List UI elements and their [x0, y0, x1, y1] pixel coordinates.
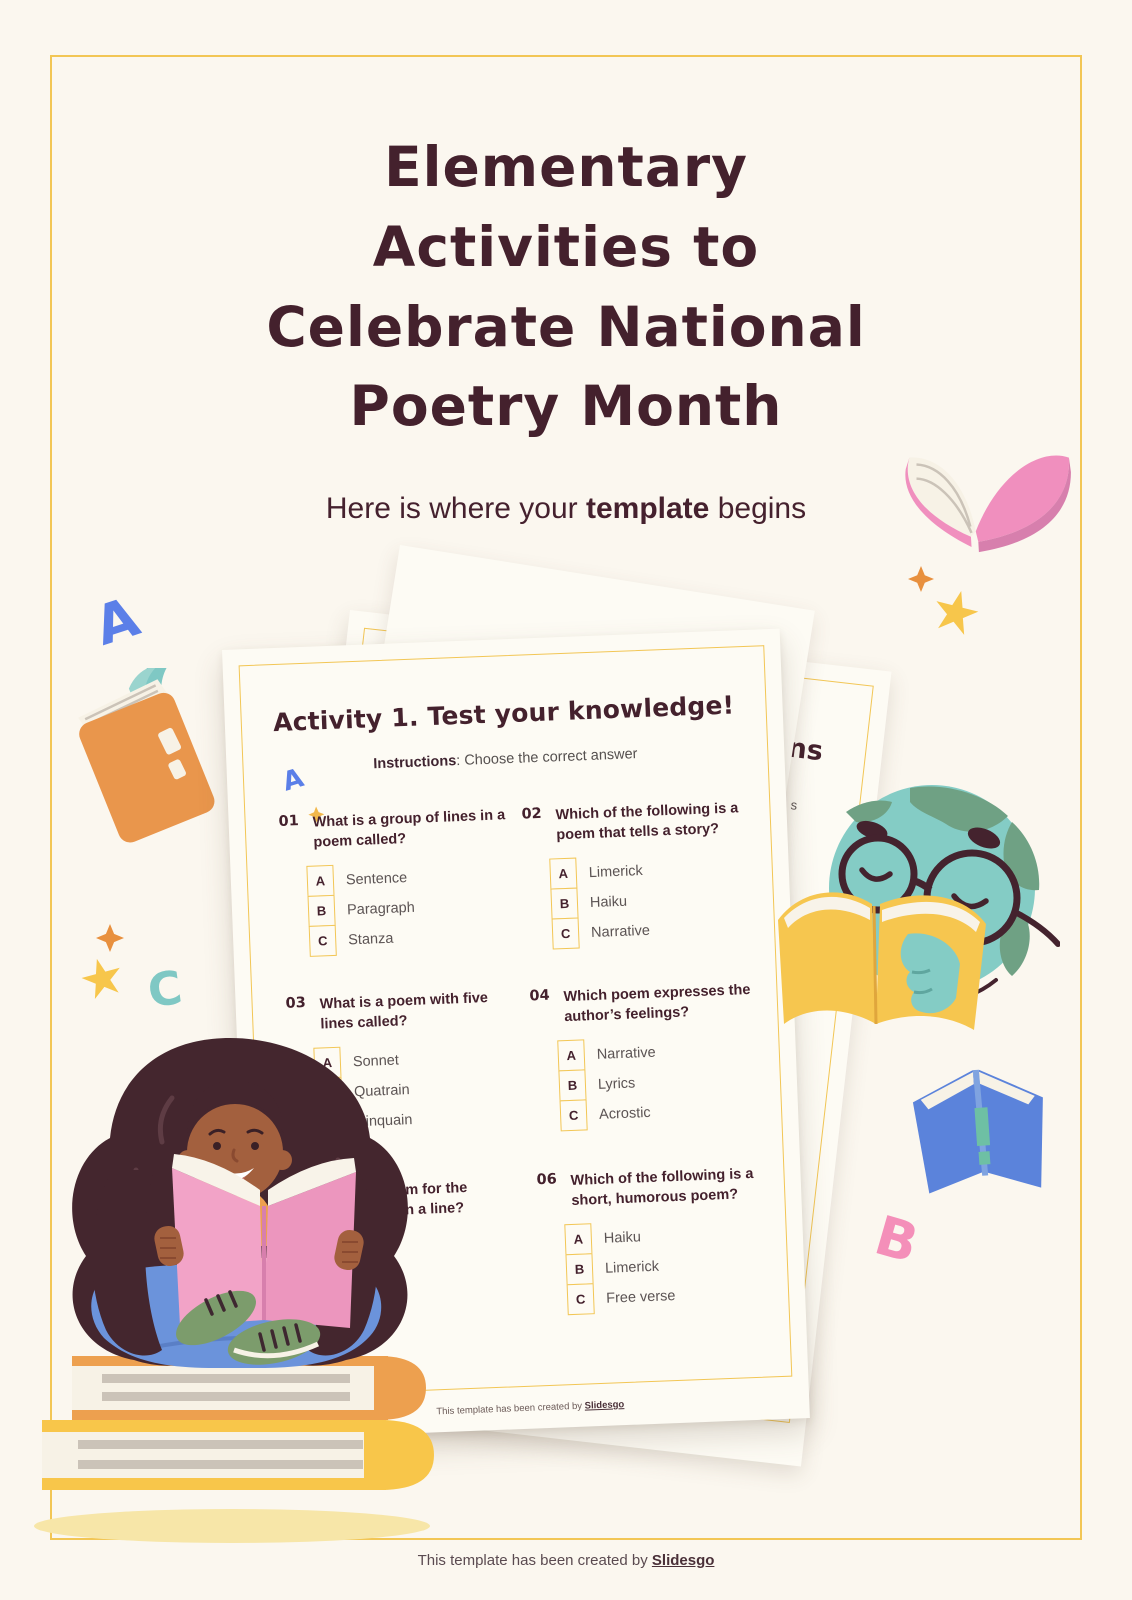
answer-checkbox: A — [306, 864, 335, 897]
globe-reading-icon — [778, 785, 1060, 1030]
answer-text: Haiku — [589, 893, 628, 912]
question-06: 06 Which of the following is a short, hum… — [536, 1163, 777, 1316]
girl-reading-illustration — [34, 1038, 434, 1543]
answer-checkbox: B — [550, 887, 579, 920]
answer-text: Limerick — [604, 1258, 660, 1277]
question-text: Which of the following is a short, humor… — [570, 1165, 754, 1209]
answer-checkbox: C — [566, 1283, 595, 1316]
page-border-frame — [50, 55, 1082, 1540]
answer-checkbox: A — [549, 857, 578, 890]
question-text: Which of the following is a poem that te… — [555, 800, 739, 844]
answer-checkbox: B — [565, 1253, 594, 1286]
answer-text: Stanza — [347, 930, 394, 949]
answer-text: Haiku — [603, 1229, 642, 1247]
answer-checkbox: B — [307, 894, 336, 927]
question-number: 01 — [278, 813, 300, 830]
answer-checkbox: C — [308, 924, 337, 957]
answer-text: Free verse — [605, 1288, 676, 1307]
yellow-sparkle-icon — [308, 806, 325, 823]
footer-text: This template has been created by — [417, 1552, 652, 1569]
subtitle-prefix: Here is where your — [325, 492, 586, 525]
question-number: 02 — [521, 805, 543, 823]
title-line-1: Elementary — [384, 135, 748, 199]
blue-book-icon — [912, 1069, 1043, 1194]
title-line-3: Celebrate National — [266, 294, 866, 359]
orange-book-icon — [78, 668, 215, 843]
title-line-2: Activities to — [372, 214, 760, 279]
question-number: 04 — [529, 987, 551, 1005]
answer-checkbox: C — [559, 1099, 588, 1132]
instructions-label: Instructions — [373, 753, 457, 773]
subtitle-suffix: begins — [709, 492, 807, 525]
answer-list: A Narrative B Lyrics C Acrostic — [557, 1033, 770, 1132]
pink-book-icon — [905, 455, 1071, 553]
yellow-star-icon — [81, 958, 120, 1000]
page-footer: This template has been created by Slides… — [0, 1552, 1132, 1569]
letter-c-decoration: C — [144, 959, 186, 1019]
page-title: Elementary Activities to Celebrate Natio… — [166, 128, 966, 447]
question-04: 04 Which poem expresses the author’s feel… — [529, 979, 770, 1132]
answer-list: A Sentence B Paragraph C Stanza — [306, 859, 519, 957]
worksheet-footer-brand-link[interactable]: Slidesgo — [584, 1399, 625, 1412]
answer-text: Narrative — [596, 1044, 656, 1063]
worksheet-footer-text: This template has been created by — [436, 1400, 585, 1418]
answer-list: A Limerick B Haiku C Narrative — [549, 852, 762, 950]
answer-checkbox: A — [564, 1223, 593, 1256]
yellow-star-icon — [936, 591, 979, 635]
answer-text: Acrostic — [598, 1104, 651, 1123]
question-text: Which poem expresses the author’s feelin… — [563, 981, 751, 1026]
answer-checkbox: C — [551, 917, 580, 950]
pink-open-book — [172, 1154, 356, 1328]
answer-text: Narrative — [590, 922, 651, 942]
subtitle-bold: template — [585, 492, 710, 525]
footer-brand-link[interactable]: Slidesgo — [651, 1552, 715, 1569]
worksheet-heading: Activity 1. Test your knowledge! — [272, 690, 735, 738]
instructions-text: : Choose the correct answer — [455, 746, 638, 770]
question-number: 06 — [536, 1171, 558, 1189]
book-stack — [42, 1356, 434, 1490]
answer-text: Sentence — [345, 870, 408, 889]
orange-sparkle-icon — [908, 566, 934, 592]
answer-list: A Haiku B Limerick C Free verse — [564, 1217, 777, 1316]
answer-checkbox: B — [558, 1069, 587, 1102]
question-01: 01 What is a group of lines in a poem cal… — [278, 805, 519, 958]
answer-text: Paragraph — [346, 899, 416, 919]
title-line-4: Poetry Month — [349, 374, 783, 439]
green-sneakers — [176, 1290, 321, 1365]
answer-text: Limerick — [588, 863, 644, 882]
question-text: What is a group of lines in a poem calle… — [312, 807, 506, 851]
worksheet-instructions: Instructions: Choose the correct answer — [226, 740, 784, 777]
question-02: 02 Which of the following is a poem that … — [521, 798, 762, 951]
worksheet-page: Activity 1. Test your knowledge! Instruc… — [222, 628, 810, 1440]
answer-text: Lyrics — [597, 1075, 636, 1093]
answer-checkbox: A — [557, 1039, 586, 1072]
page-subtitle: Here is where your template begins — [166, 492, 966, 526]
orange-sparkle-icon — [96, 924, 124, 952]
